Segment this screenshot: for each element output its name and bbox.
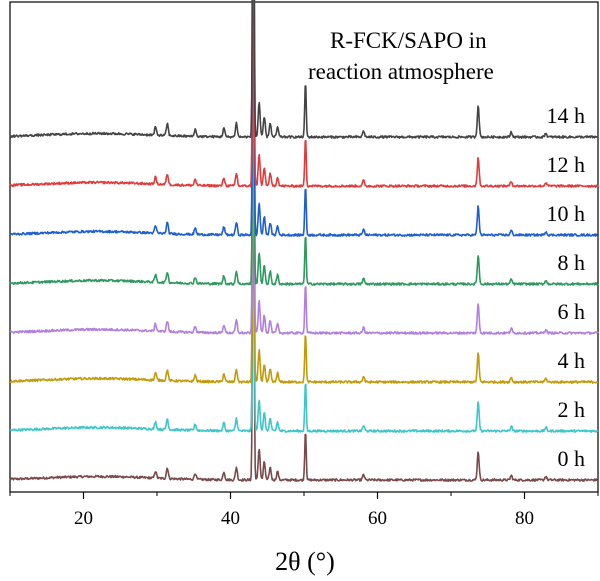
series-label-12h: 12 h <box>547 152 586 177</box>
x-axis-title: 2θ (°) <box>275 547 335 576</box>
annotation-line-2: reaction atmosphere <box>308 59 494 84</box>
series-labels: 0 h 2 h 4 h 6 h 8 h 10 h 12 h 14 h <box>547 103 586 471</box>
series-line-12h <box>9 0 599 188</box>
x-axis: 20 40 60 80 <box>9 492 599 529</box>
series-line-8h <box>9 0 599 286</box>
x-tick-label-20: 20 <box>74 508 93 529</box>
series-line-6h <box>9 0 599 335</box>
series-label-8h: 8 h <box>558 250 586 275</box>
series-label-2h: 2 h <box>558 397 586 422</box>
series-layer <box>9 0 599 482</box>
x-tick-label-80: 80 <box>515 508 534 529</box>
series-line-2h <box>9 28 599 433</box>
series-label-6h: 6 h <box>558 299 586 324</box>
x-tick-label-40: 40 <box>221 508 240 529</box>
series-label-4h: 4 h <box>558 348 586 373</box>
series-line-4h <box>9 0 599 384</box>
series-label-14h: 14 h <box>547 103 586 128</box>
series-line-0h <box>9 78 599 482</box>
series-label-0h: 0 h <box>558 446 586 471</box>
series-line-10h <box>9 0 599 237</box>
annotation-line-1: R-FCK/SAPO in <box>330 28 487 53</box>
series-line-14h <box>9 0 599 139</box>
series-label-10h: 10 h <box>547 201 586 226</box>
x-tick-label-60: 60 <box>368 508 387 529</box>
